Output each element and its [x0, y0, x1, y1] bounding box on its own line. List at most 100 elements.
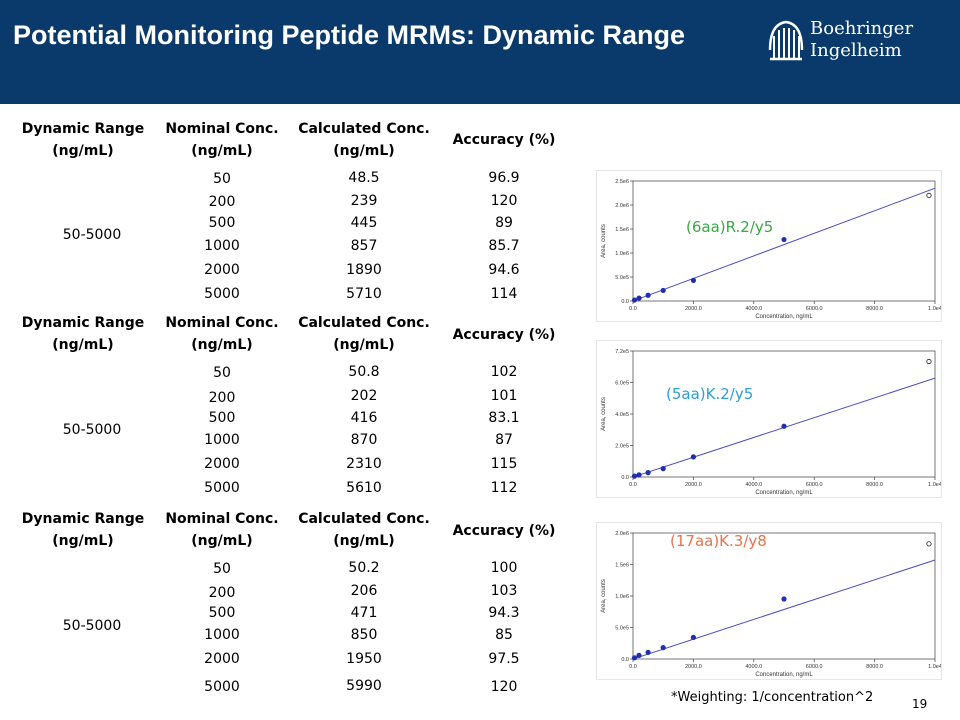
nominal-cell: 200 — [208, 390, 236, 406]
data-point — [660, 287, 666, 294]
x-tick-label: 0.0 — [629, 664, 637, 670]
x-tick-label: 6000.0 — [806, 482, 823, 488]
nominal-cell: 500 — [208, 215, 236, 231]
x-tick-label: 8000.0 — [866, 482, 883, 488]
nominal-cell: 1000 — [204, 432, 240, 448]
y-tick-label: 0.0 — [621, 657, 629, 663]
regression-line — [632, 559, 936, 660]
data-point — [690, 634, 696, 640]
page-number: 19 — [912, 697, 928, 711]
peptide-label-2: (5aa)K.2/y5 — [666, 385, 754, 403]
calculated-cell: 50.8 — [348, 364, 380, 380]
y-tick-label: 4.0e5 — [615, 412, 629, 418]
accuracy-cell: 115 — [490, 456, 518, 472]
y-axis-label: Area, counts — [601, 397, 607, 431]
y-tick-label: 6.0e5 — [615, 381, 629, 387]
x-axis-label: Concentration, ng/mL — [755, 490, 813, 496]
accuracy-cell: 100 — [490, 560, 518, 576]
y-tick-label: 1.5e6 — [615, 563, 629, 569]
nominal-cell: 1000 — [204, 238, 240, 254]
calibration-plot-2: 0.0 2.0e5 4.0e5 6.0e5 7.2e5 0.0 2000.0 4000.0 60… — [596, 340, 942, 498]
x-tick-label: 1.0e4 — [928, 306, 941, 312]
col-header-dynamic-range: Dynamic Range (ng/mL) — [21, 315, 145, 353]
dynamic-range-value: 50-5000 — [62, 227, 122, 243]
data-point — [660, 466, 666, 472]
data-point — [781, 596, 787, 602]
x-tick-label: 4000.0 — [745, 664, 762, 670]
y-tick-label: 2.5e6 — [615, 179, 629, 185]
regression-line — [632, 187, 936, 302]
boehringer-building-icon — [768, 20, 804, 61]
calculated-cell: 206 — [350, 583, 378, 599]
slide-title: Potential Monitoring Peptide MRMs: Dynam… — [13, 20, 686, 50]
calculated-cell: 870 — [350, 432, 378, 448]
calculated-cell: 857 — [350, 238, 378, 254]
accuracy-cell: 89 — [495, 215, 513, 231]
calculated-cell: 445 — [350, 215, 378, 231]
col-header-nominal: Nominal Conc. (ng/mL) — [165, 121, 279, 159]
data-point — [690, 277, 696, 283]
peptide-label-3: (17aa)K.3/y8 — [670, 532, 767, 550]
col-header-calculated: Calculated Conc. (ng/mL) — [298, 315, 430, 353]
x-axis-label: Concentration, ng/mL — [755, 314, 813, 320]
calculated-cell: 1950 — [346, 651, 382, 667]
data-point — [631, 655, 638, 661]
data-point — [631, 297, 638, 303]
nominal-cell: 2000 — [204, 651, 240, 667]
accuracy-table-3: Dynamic Range (ng/mL) Nominal Conc. (ng/… — [0, 506, 580, 702]
x-axis-label: Concentration, ng/mL — [755, 672, 813, 678]
y-tick-label: 0.0 — [621, 475, 629, 481]
accuracy-cell: 94.3 — [488, 605, 520, 621]
data-point — [660, 645, 666, 651]
company-logo: Boehringer Ingelheim — [768, 18, 948, 66]
accuracy-cell: 85 — [495, 627, 513, 643]
outlier-point — [926, 192, 932, 198]
x-tick-label: 4000.0 — [745, 482, 762, 488]
y-axis-label: Area, counts — [601, 224, 607, 258]
calculated-cell: 471 — [350, 605, 378, 621]
outlier-point — [926, 541, 932, 547]
nominal-cell: 1000 — [204, 627, 240, 643]
logo-line-1: Boehringer — [810, 18, 914, 39]
y-tick-label: 2.0e6 — [615, 203, 629, 209]
nominal-cell: 2000 — [204, 456, 240, 472]
x-tick-label: 1.0e4 — [928, 664, 941, 670]
calculated-cell: 5990 — [346, 678, 382, 694]
logo-wordmark: Boehringer Ingelheim — [810, 18, 913, 62]
y-tick-label: 2.0e5 — [615, 444, 629, 450]
y-tick-label: 2.0e6 — [615, 531, 629, 537]
data-point — [631, 473, 638, 479]
col-header-accuracy: Accuracy (%) — [452, 132, 556, 148]
accuracy-cell: 87 — [495, 432, 513, 448]
y-tick-label: 5.0e5 — [615, 275, 629, 281]
calibration-curve-chart: 0.0 2.0e5 4.0e5 6.0e5 7.2e5 0.0 2000.0 4000.0 60… — [601, 349, 941, 496]
y-tick-label: 5.0e5 — [615, 626, 629, 632]
accuracy-cell: 114 — [490, 286, 518, 302]
calculated-cell: 1890 — [346, 262, 382, 278]
x-tick-label: 6000.0 — [806, 306, 823, 312]
accuracy-cell: 97.5 — [488, 651, 520, 667]
col-header-dynamic-range: Dynamic Range (ng/mL) — [21, 121, 145, 159]
data-point — [636, 472, 642, 478]
outlier-point — [926, 358, 932, 365]
dynamic-range-value: 50-5000 — [62, 422, 122, 438]
weighting-footnote: *Weighting: 1/concentration^2 — [671, 690, 874, 705]
x-tick-label: 1.0e4 — [928, 482, 941, 488]
accuracy-cell: 85.7 — [488, 238, 520, 254]
accuracy-cell: 94.6 — [488, 262, 520, 278]
nominal-cell: 200 — [208, 194, 236, 210]
accuracy-cell: 83.1 — [488, 410, 520, 426]
nominal-cell: 50 — [213, 365, 231, 381]
col-header-calculated: Calculated Conc. (ng/mL) — [298, 121, 430, 159]
accuracy-cell: 101 — [490, 388, 518, 404]
y-axis-label: Area, counts — [601, 579, 607, 613]
calibration-curve-chart: 0.0 5.0e5 1.0e6 1.5e6 2.0e6 0.0 2000.0 4000.0 60… — [601, 531, 941, 678]
x-tick-label: 2000.0 — [685, 664, 702, 670]
x-tick-label: 6000.0 — [806, 664, 823, 670]
calculated-cell: 239 — [350, 193, 378, 209]
x-tick-label: 4000.0 — [745, 306, 762, 312]
x-tick-label: 0.0 — [629, 306, 637, 312]
nominal-cell: 500 — [208, 410, 236, 426]
x-tick-label: 8000.0 — [866, 306, 883, 312]
y-tick-label: 7.2e5 — [615, 349, 629, 355]
